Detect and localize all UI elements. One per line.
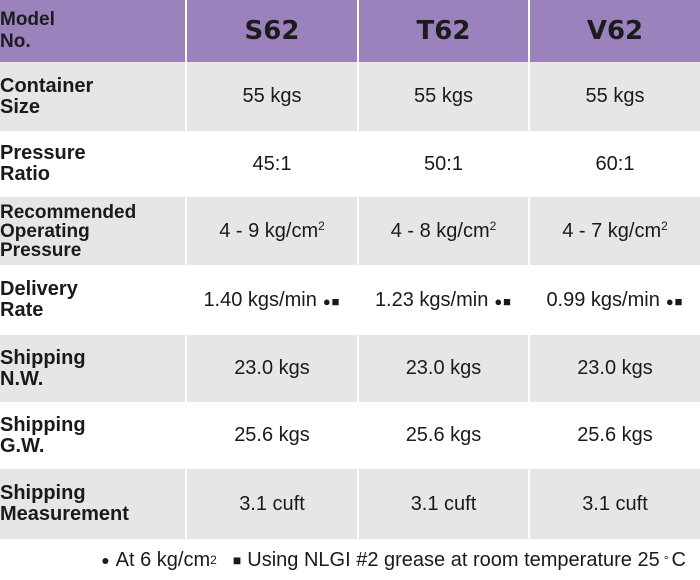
footnote-square-text: Using NLGI #2 grease at room temperature… bbox=[247, 548, 660, 571]
circle-square-marks-icon: ●■ bbox=[665, 293, 684, 309]
model-no-header: Model No. bbox=[0, 0, 187, 62]
footnote-square: ■ Using NLGI #2 grease at room temperatu… bbox=[232, 548, 686, 571]
cell-s62: 55 kgs bbox=[186, 62, 359, 131]
cell-value: 4 - 7 kg/cm bbox=[562, 219, 662, 242]
circle-square-marks-icon: ●■ bbox=[494, 293, 513, 309]
row-label-line: Recommended bbox=[0, 201, 137, 223]
cell-v62: 25.6 kgs bbox=[529, 402, 700, 469]
cell-t62: 50:1 bbox=[358, 131, 530, 197]
superscript: 2 bbox=[489, 218, 497, 233]
model-header-t62: T62 bbox=[358, 0, 530, 62]
cell-s62: 25.6 kgs bbox=[186, 402, 359, 469]
cell-t62: 4 - 8 kg/cm2 bbox=[358, 197, 530, 265]
superscript: 2 bbox=[661, 218, 668, 233]
header-row: Model No. S62 T62 V62 bbox=[0, 0, 700, 62]
cell-t62: 55 kgs bbox=[358, 62, 530, 131]
model-no-line1: Model bbox=[0, 9, 55, 30]
footnote-circle-text: At 6 kg/cm bbox=[115, 548, 211, 571]
row-label-line: G.W. bbox=[0, 434, 45, 457]
cell-v62: 55 kgs bbox=[529, 62, 700, 131]
circle-bullet-icon: ● bbox=[101, 552, 110, 568]
row-shipping-gw: Shipping G.W. 25.6 kgs 25.6 kgs 25.6 kgs bbox=[0, 402, 700, 469]
row-label: Pressure Ratio bbox=[0, 131, 187, 197]
row-label-line: Shipping bbox=[0, 346, 86, 369]
cell-s62: 23.0 kgs bbox=[186, 335, 359, 402]
row-container-size: Container Size 55 kgs 55 kgs 55 kgs bbox=[0, 62, 700, 131]
cell-value: 0.99 kgs/min bbox=[546, 288, 660, 311]
cell-value: 4 - 9 kg/cm bbox=[219, 219, 319, 242]
cell-v62: 0.99 kgs/min ●■ bbox=[529, 265, 700, 335]
row-label: Recommended Operating Pressure bbox=[0, 197, 187, 265]
cell-value: 4 - 8 kg/cm bbox=[390, 219, 490, 242]
superscript: 2 bbox=[318, 218, 325, 233]
cell-s62: 4 - 9 kg/cm2 bbox=[186, 197, 359, 265]
row-label: Shipping G.W. bbox=[0, 402, 187, 469]
spec-table: Model No. S62 T62 V62 Container Size 55 … bbox=[0, 0, 700, 539]
row-label-line: Shipping bbox=[0, 482, 86, 504]
cell-t62: 25.6 kgs bbox=[358, 402, 530, 469]
row-label-line: Size bbox=[0, 95, 41, 118]
row-label: Shipping N.W. bbox=[0, 335, 187, 402]
footnote-circle: ● At 6 kg/cm 2 bbox=[101, 548, 217, 571]
row-pressure-ratio: Pressure Ratio 45:1 50:1 60:1 bbox=[0, 131, 700, 197]
row-label-line: Container bbox=[0, 74, 94, 97]
row-operating-pressure: Recommended Operating Pressure 4 - 9 kg/… bbox=[0, 197, 700, 265]
row-label-line: Rate bbox=[0, 299, 44, 321]
cell-v62: 4 - 7 kg/cm2 bbox=[529, 197, 700, 265]
row-label-line: Pressure bbox=[0, 142, 86, 164]
row-label-line: Measurement bbox=[0, 503, 129, 525]
row-label: Container Size bbox=[0, 62, 187, 131]
row-label: Shipping Measurement bbox=[0, 469, 187, 539]
cell-s62: 45:1 bbox=[186, 131, 359, 197]
cell-value: 1.40 kgs/min bbox=[203, 288, 317, 311]
row-shipping-nw: Shipping N.W. 23.0 kgs 23.0 kgs 23.0 kgs bbox=[0, 335, 700, 402]
row-delivery-rate: Delivery Rate 1.40 kgs/min ●■ 1.23 kgs/mi… bbox=[0, 265, 700, 335]
footnotes: ● At 6 kg/cm 2 ■ Using NLGI #2 grease at … bbox=[0, 540, 700, 580]
cell-t62: 23.0 kgs bbox=[358, 335, 530, 402]
cell-value: 1.23 kgs/min bbox=[374, 288, 489, 311]
row-label-line: Operating bbox=[0, 220, 90, 242]
row-label-line: Pressure bbox=[0, 239, 82, 261]
cell-s62: 3.1 cuft bbox=[186, 469, 359, 539]
row-label-line: N.W. bbox=[0, 367, 44, 390]
model-no-line2: No. bbox=[0, 31, 31, 52]
model-header-v62: V62 bbox=[529, 0, 700, 62]
cell-s62: 1.40 kgs/min ●■ bbox=[186, 265, 359, 335]
row-label: Delivery Rate bbox=[0, 265, 187, 335]
unit-celsius: C bbox=[671, 548, 686, 571]
row-label-line: Shipping bbox=[0, 413, 86, 436]
cell-v62: 60:1 bbox=[529, 131, 700, 197]
cell-v62: 3.1 cuft bbox=[529, 469, 700, 539]
cell-t62: 1.23 kgs/min ●■ bbox=[358, 265, 530, 335]
row-label-line: Ratio bbox=[0, 163, 50, 185]
model-header-s62: S62 bbox=[186, 0, 359, 62]
circle-square-marks-icon: ●■ bbox=[322, 293, 341, 309]
cell-t62: 3.1 cuft bbox=[358, 469, 530, 539]
row-label-line: Delivery bbox=[0, 278, 78, 300]
row-shipping-measurement: Shipping Measurement 3.1 cuft 3.1 cuft 3… bbox=[0, 469, 700, 539]
cell-v62: 23.0 kgs bbox=[529, 335, 700, 402]
square-bullet-icon: ■ bbox=[232, 552, 242, 568]
